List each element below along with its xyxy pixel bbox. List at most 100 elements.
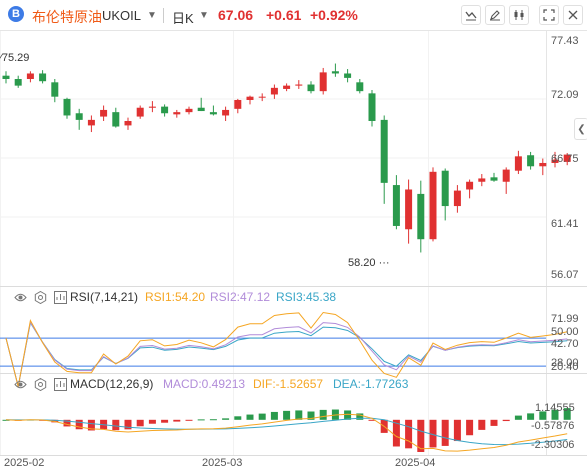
macd-axis-label: -2.30306 bbox=[531, 439, 575, 451]
price-axis-label: 66.75 bbox=[551, 153, 579, 165]
instrument-name[interactable]: 布伦特原油 bbox=[32, 9, 102, 25]
rsi-axis-label: 20.40 bbox=[551, 361, 579, 373]
candle-body bbox=[514, 156, 522, 171]
macd-bar bbox=[87, 419, 95, 431]
draw-tool-button[interactable] bbox=[485, 5, 505, 25]
candle-body bbox=[527, 155, 535, 167]
macd-bar bbox=[112, 419, 120, 431]
price-change-pct: +0.92% bbox=[310, 7, 358, 23]
macd-title: MACD(12,26,9) bbox=[70, 377, 154, 391]
rsi2-value: RSI2:47.12 bbox=[210, 290, 271, 304]
candle-body bbox=[75, 113, 83, 120]
candle-body bbox=[63, 98, 71, 116]
macd-axis-label: 1.14555 bbox=[535, 402, 575, 414]
close-button[interactable] bbox=[563, 5, 583, 25]
rsi2-line bbox=[5, 320, 568, 387]
fullscreen-button[interactable] bbox=[539, 5, 559, 25]
macd-bar bbox=[270, 411, 278, 420]
macd-bar bbox=[222, 418, 230, 420]
date-label: 2025-03 bbox=[202, 457, 243, 469]
candle-body bbox=[356, 82, 364, 92]
macd-bar bbox=[453, 419, 461, 442]
price-axis-label: 72.09 bbox=[551, 89, 579, 101]
dea-line bbox=[5, 417, 568, 446]
indicator-select-icon[interactable] bbox=[54, 291, 67, 304]
macd-value: MACD:0.49213 bbox=[163, 377, 246, 391]
macd-bar bbox=[197, 419, 205, 421]
macd-bar bbox=[246, 414, 254, 420]
macd-bar bbox=[209, 419, 217, 421]
eye-icon[interactable] bbox=[14, 291, 27, 304]
candle-body bbox=[87, 119, 95, 126]
chevron-down-icon[interactable]: ▼ bbox=[147, 10, 157, 21]
divider bbox=[163, 8, 164, 23]
dea-value: DEA:-1.77263 bbox=[333, 377, 409, 391]
candle-body bbox=[173, 112, 181, 115]
macd-bar bbox=[185, 419, 193, 421]
macd-bar bbox=[429, 419, 437, 448]
indicator-button[interactable] bbox=[461, 5, 481, 25]
candle-body bbox=[197, 107, 205, 112]
price-change: +0.61 bbox=[266, 7, 302, 23]
candle-body bbox=[246, 96, 254, 100]
candle-body bbox=[551, 159, 559, 163]
candle-body bbox=[417, 193, 425, 240]
high-value: 75.29 bbox=[1, 52, 30, 64]
low-value: 58.20 bbox=[348, 257, 376, 269]
gear-icon[interactable] bbox=[34, 291, 47, 304]
candle-body bbox=[112, 112, 120, 127]
candle-body bbox=[539, 162, 547, 167]
rsi-title: RSI(7,14,21) bbox=[70, 290, 139, 304]
candle-body bbox=[136, 107, 144, 117]
high-annotation: ⁄75.29 bbox=[0, 52, 29, 64]
period-selector[interactable]: 日K bbox=[172, 11, 194, 26]
candle-body bbox=[270, 87, 278, 95]
candle-body bbox=[51, 82, 59, 97]
candle-body bbox=[283, 85, 291, 89]
side-panel-toggle[interactable]: ❮ bbox=[574, 118, 587, 140]
macd-bar bbox=[405, 419, 413, 449]
macd-bar bbox=[148, 419, 156, 424]
date-label: 2025-04 bbox=[395, 457, 436, 469]
macd-bar bbox=[283, 410, 291, 420]
rsi-axis-label: 42.70 bbox=[551, 338, 579, 350]
macd-bar bbox=[136, 419, 144, 427]
indicator-select-icon[interactable] bbox=[54, 378, 67, 391]
macd-bar bbox=[466, 419, 474, 436]
candle-body bbox=[405, 189, 413, 230]
candle-body bbox=[307, 84, 315, 92]
chevron-down-icon[interactable]: ▼ bbox=[199, 10, 209, 21]
gear-icon[interactable] bbox=[34, 378, 47, 391]
close-icon bbox=[568, 10, 578, 20]
high-marker: ⁄ bbox=[0, 52, 2, 64]
eye-icon[interactable] bbox=[14, 378, 27, 391]
candle-body bbox=[502, 169, 510, 182]
candle-body bbox=[319, 72, 327, 92]
candle-body bbox=[258, 96, 266, 98]
pencil-icon bbox=[490, 10, 500, 21]
macd-bar bbox=[161, 419, 169, 423]
macd-bar bbox=[307, 411, 315, 420]
candle-style-button[interactable] bbox=[509, 5, 529, 25]
macd-bar bbox=[368, 419, 376, 421]
macd-bar bbox=[392, 419, 400, 447]
macd-bar bbox=[319, 409, 327, 420]
candle-body bbox=[234, 99, 242, 109]
low-annotation: 58.20 ··· bbox=[348, 257, 390, 269]
header-bar: B 布伦特原油 UKOIL ▼ 日K ▼ 67.06 +0.61 +0.92% bbox=[0, 0, 587, 30]
rsi-axis-label: 50.00 bbox=[551, 326, 579, 338]
macd-bar bbox=[258, 413, 266, 420]
macd-bar bbox=[124, 419, 132, 430]
macd-bar bbox=[234, 416, 242, 420]
macd-bar bbox=[563, 408, 571, 420]
brent-logo-icon: B bbox=[8, 6, 24, 22]
macd-bar bbox=[173, 419, 181, 422]
instrument-code[interactable]: UKOIL bbox=[102, 8, 142, 23]
candle-body bbox=[2, 75, 10, 80]
macd-bar bbox=[514, 415, 522, 420]
dif-value: DIF:-1.52657 bbox=[253, 377, 324, 391]
rsi-axis-label: 71.99 bbox=[551, 313, 579, 325]
rsi3-value: RSI3:45.38 bbox=[276, 290, 337, 304]
candle-body bbox=[466, 181, 474, 190]
